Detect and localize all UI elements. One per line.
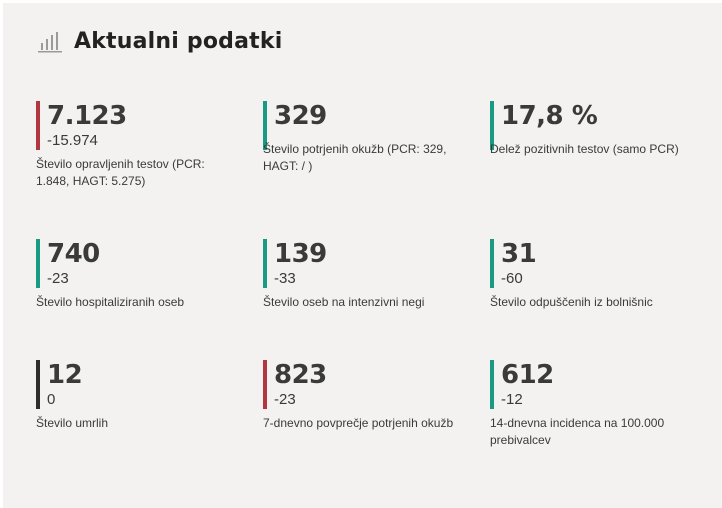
panel-header: Aktualni podatki: [38, 29, 282, 55]
stat-7day-average: 823 -23 7-dnevno povprečje potrjenih oku…: [263, 360, 490, 481]
stat-delta: -23: [47, 270, 69, 287]
stat-label: Število oseb na intenzivni negi: [263, 295, 425, 309]
stat-delta: 0: [47, 391, 56, 408]
page-title: Aktualni podatki: [74, 29, 283, 54]
stat-hospitalized: 740 -23 Število hospitaliziranih oseb: [36, 239, 263, 360]
stat-label: Število potrjenih okužb (PCR: 329, HAGT:…: [263, 142, 447, 173]
stat-value: 823: [274, 360, 327, 390]
stat-value: 7.123: [47, 101, 127, 131]
accent-bar: [263, 360, 267, 409]
stat-delta: -60: [501, 270, 523, 287]
stat-confirmed-infections: 329 Število potrjenih okužb (PCR: 329, H…: [263, 101, 490, 239]
stat-label: Število umrlih: [36, 416, 109, 430]
stat-label: Število odpuščenih iz bolnišnic: [490, 295, 653, 309]
accent-bar: [490, 101, 494, 150]
stat-label: Število hospitaliziranih oseb: [36, 295, 185, 309]
stat-value: 740: [47, 239, 100, 269]
accent-bar: [263, 239, 267, 288]
stat-value: 17,8 %: [501, 101, 598, 131]
stat-value: 139: [274, 239, 327, 269]
stat-delta: -23: [274, 391, 296, 408]
stats-grid: 7.123 -15.974 Število opravljenih testov…: [36, 101, 717, 481]
accent-bar: [36, 239, 40, 288]
accent-bar: [36, 101, 40, 150]
stat-label: Delež pozitivnih testov (samo PCR): [490, 142, 679, 156]
accent-bar: [36, 360, 40, 409]
stat-delta: -12: [501, 391, 523, 408]
stat-value: 12: [47, 360, 83, 390]
stat-label: 7-dnevno povprečje potrjenih okužb: [263, 416, 454, 430]
stat-value: 31: [501, 239, 537, 269]
bar-chart-icon: [38, 32, 62, 53]
stat-positive-share: 17,8 % Delež pozitivnih testov (samo PCR…: [490, 101, 717, 239]
stat-discharged: 31 -60 Število odpuščenih iz bolnišnic: [490, 239, 717, 360]
stat-intensive-care: 139 -33 Število oseb na intenzivni negi: [263, 239, 490, 360]
stat-delta: -15.974: [47, 132, 98, 149]
stat-value: 329: [274, 101, 327, 131]
stat-value: 612: [501, 360, 554, 390]
stat-deaths: 12 0 Število umrlih: [36, 360, 263, 481]
current-data-panel: Aktualni podatki 7.123 -15.974 Število o…: [3, 3, 722, 508]
accent-bar: [490, 360, 494, 409]
stat-label: Število opravljenih testov (PCR: 1.848, …: [36, 157, 205, 188]
stat-tests-performed: 7.123 -15.974 Število opravljenih testov…: [36, 101, 263, 239]
stat-delta: -33: [274, 270, 296, 287]
stat-label: 14-dnevna incidenca na 100.000 prebivalc…: [490, 416, 665, 447]
accent-bar: [490, 239, 494, 288]
accent-bar: [263, 101, 267, 150]
stat-14day-incidence: 612 -12 14-dnevna incidenca na 100.000 p…: [490, 360, 717, 481]
